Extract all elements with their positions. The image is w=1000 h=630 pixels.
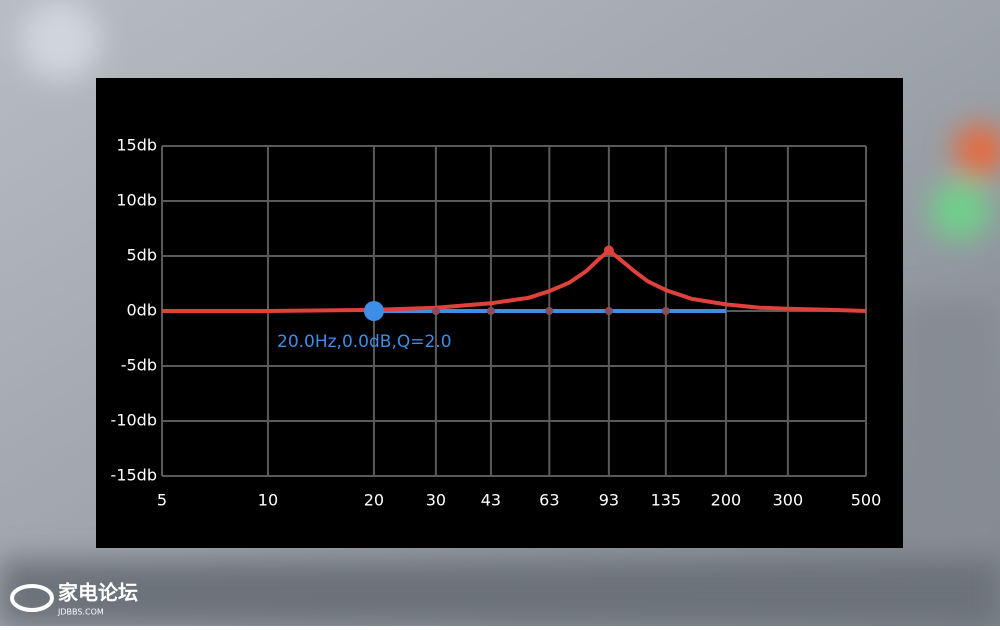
band-point[interactable] (431, 307, 440, 315)
y-tick-label: 5db (127, 246, 158, 265)
x-tick-label: 5 (157, 491, 167, 510)
logo (10, 584, 54, 612)
x-tick-label: 300 (773, 491, 804, 510)
watermark: 家电论坛 JDBBS.COM (10, 581, 138, 617)
peak-point (603, 245, 614, 256)
point-info: 20.0Hz,0.0dB,Q=2.0 (277, 332, 452, 352)
x-tick-label: 200 (711, 491, 742, 510)
watermark-subtitle: JDBBS.COM (57, 608, 104, 617)
x-tick-label: 135 (651, 491, 682, 510)
y-tick-label: 10db (116, 191, 157, 210)
y-tick-label: -10db (111, 411, 157, 430)
band-point[interactable] (545, 307, 554, 315)
band-point[interactable] (661, 307, 670, 315)
x-tick-label: 30 (426, 491, 446, 510)
x-tick-label: 63 (539, 491, 559, 510)
y-tick-label: 0db (127, 301, 158, 320)
x-tick-label: 10 (258, 491, 278, 510)
x-tick-label: 43 (481, 491, 501, 510)
y-tick-label: -15db (111, 466, 157, 485)
watermark-title: 家电论坛 (58, 581, 138, 605)
band-point[interactable] (486, 307, 495, 315)
x-tick-label: 500 (851, 491, 882, 510)
selected-band-point[interactable] (363, 301, 384, 321)
x-tick-label: 20 (364, 491, 384, 510)
y-tick-label: -5db (121, 356, 157, 375)
x-tick-label: 93 (599, 491, 619, 510)
y-tick-label: 15db (116, 136, 157, 155)
band-point[interactable] (604, 307, 613, 315)
